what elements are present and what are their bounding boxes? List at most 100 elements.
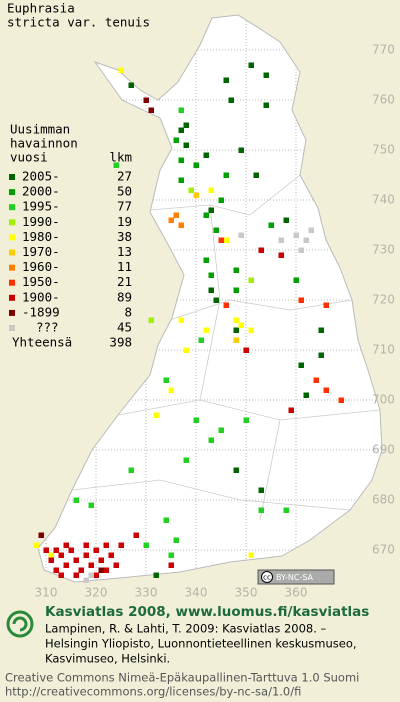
observation-square [128,467,134,473]
legend-count: 77 [117,199,132,214]
observation-square [88,562,94,568]
legend-count: 8 [124,304,132,319]
observation-square [293,232,299,238]
observation-square [58,572,64,578]
observation-square [208,437,214,443]
observation-square [278,252,284,258]
legend-swatch [9,219,15,226]
observation-square [163,377,169,383]
legend-heading: Uusimman [10,122,70,137]
observation-square [218,197,224,203]
observation-square [173,212,179,218]
observation-square [233,327,239,333]
observation-square [323,302,329,308]
observation-square [298,362,304,368]
observation-square [118,542,124,548]
y-tick-label: 730 [372,243,395,257]
observation-square [223,237,229,243]
legend-swatch [9,279,15,286]
x-tick-label: 340 [185,586,208,600]
total-label: Yhteensä [12,335,72,350]
observation-square [258,487,264,493]
observation-square [93,572,99,578]
observation-square [78,567,84,573]
observation-square [48,557,54,563]
observation-square [88,502,94,508]
observation-square [303,392,309,398]
y-tick-label: 690 [372,443,395,457]
y-tick-label: 680 [372,493,395,507]
legend-count: 19 [117,214,132,229]
observation-square [248,552,254,558]
observation-square [143,542,149,548]
badge-cc: cc [263,574,271,582]
observation-square [223,172,229,178]
observation-square [58,552,64,558]
observation-square [193,162,199,168]
observation-square [283,217,289,223]
citation: Helsingin Yliopisto, Luonnontieteellinen… [45,637,357,651]
observation-square [103,542,109,548]
observation-square [93,547,99,553]
citation: Lampinen, R. & Lahti, T. 2009: Kasviatla… [45,622,327,636]
observation-square [168,387,174,393]
x-tick-label: 360 [285,586,308,600]
observation-square [38,532,44,538]
cc-badge: cc BY-NC-SA [257,569,335,585]
observation-square [198,337,204,343]
x-tick-label: 310 [35,586,58,600]
observation-square [308,227,314,233]
title-line: Euphrasia [7,1,75,16]
observation-square [233,287,239,293]
legend-label: 1990- [22,214,60,229]
observation-square [208,187,214,193]
legend-label: 2000- [22,184,60,199]
legend-swatch [9,249,15,256]
observation-square [238,147,244,153]
legend-swatch [9,234,15,241]
x-tick-label: 320 [85,586,108,600]
observation-square [168,552,174,558]
observation-square [188,187,194,193]
observation-square [338,397,344,403]
observation-square [313,377,319,383]
observation-square [133,532,139,538]
observation-square [253,172,259,178]
legend-label: 1995- [22,199,60,214]
legend-count: 21 [117,274,132,289]
y-tick-label: 760 [372,93,395,107]
observation-square [173,537,179,543]
legend-swatch [9,325,15,331]
legend-label: -1899 [22,304,60,319]
observation-square [53,567,59,573]
observation-square [83,552,89,558]
legend-count: 38 [117,229,132,244]
observation-square [168,217,174,223]
y-tick-label: 750 [372,143,395,157]
x-tick-label: 350 [235,586,258,600]
observation-square [178,177,184,183]
observation-square [48,552,54,558]
title-line: stricta var. tenuis [7,15,150,30]
citation: Kasvimuseo, Helsinki. [45,652,170,666]
observation-square [88,572,94,578]
observation-square [178,127,184,133]
observation-square [263,72,269,78]
observation-square [118,67,124,73]
observation-square [283,507,289,513]
observation-square [113,562,119,568]
observation-square [248,277,254,283]
legend-heading: vuosi [10,150,48,165]
observation-square [73,572,79,578]
y-tick-label: 710 [372,343,395,357]
observation-square [153,572,159,578]
y-tick-label: 700 [372,393,395,407]
observation-square [203,212,209,218]
legend-label: 1970- [22,244,60,259]
x-tick-label: 330 [135,586,158,600]
observation-square [288,407,294,413]
observation-square [318,352,324,358]
observation-square [248,327,254,333]
observation-square [263,102,269,108]
